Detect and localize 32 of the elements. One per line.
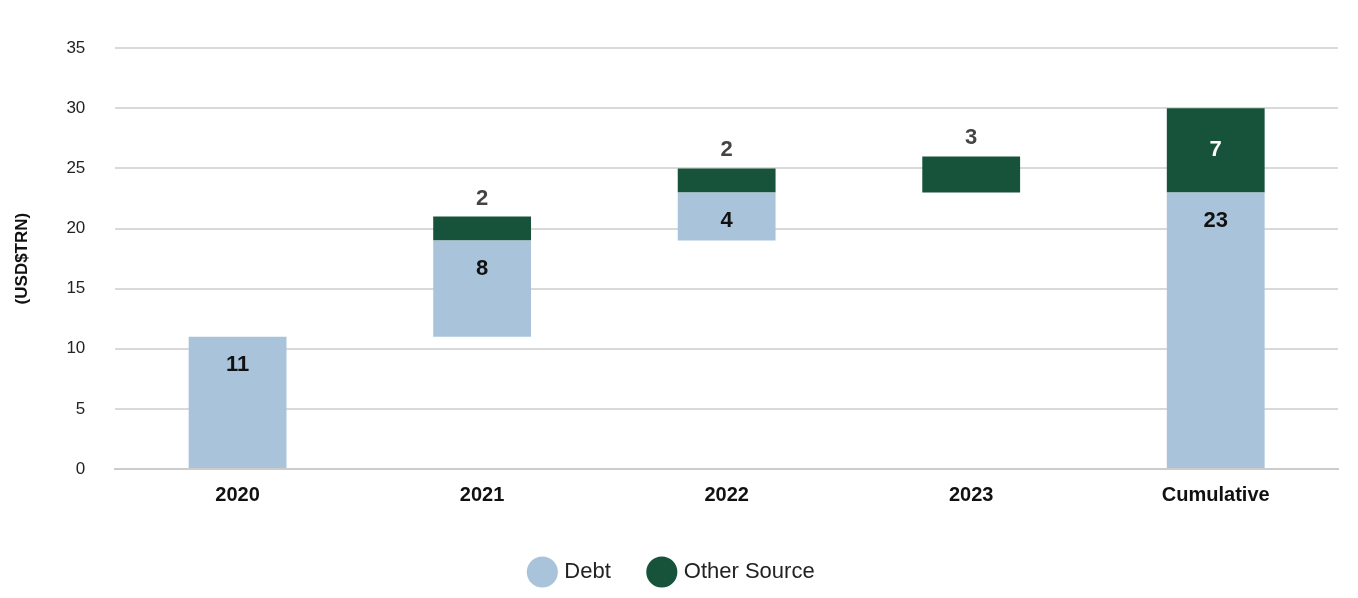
bar	[922, 156, 1021, 193]
legend-label: Other Source	[683, 558, 815, 584]
data-label: 3	[965, 124, 978, 150]
y-tick-label: 15	[66, 278, 86, 298]
x-tick-label: 2023	[948, 482, 994, 505]
y-tick-label: 30	[66, 98, 86, 117]
y-axis-title: (USD$TRN)	[11, 212, 31, 305]
bar	[433, 216, 532, 241]
x-tick-label: 2022	[704, 482, 749, 505]
bar	[433, 240, 532, 337]
x-tick-label: 2020	[215, 482, 260, 505]
bar	[1166, 108, 1265, 193]
x-tick-label: Cumulative	[1161, 482, 1270, 505]
data-label: 7	[1209, 136, 1222, 162]
bar	[188, 336, 287, 468]
data-label: 23	[1203, 206, 1228, 232]
x-tick-label: 2021	[459, 482, 505, 505]
data-label: 2	[475, 184, 489, 210]
y-tick-label: 20	[66, 218, 86, 238]
bar	[1166, 192, 1265, 468]
bar	[677, 192, 776, 241]
data-label: 11	[225, 350, 250, 376]
data-label: 4	[720, 206, 734, 232]
y-tick-label: 25	[66, 158, 86, 178]
data-label: 8	[475, 254, 489, 280]
y-tick-label: 0	[75, 458, 86, 478]
y-tick-label: 35	[66, 37, 86, 57]
data-label: 2	[720, 136, 733, 162]
legend-label: Debt	[564, 558, 611, 584]
bar	[677, 168, 776, 193]
y-tick-label: 10	[66, 338, 86, 358]
y-tick-label: 5	[75, 398, 86, 418]
